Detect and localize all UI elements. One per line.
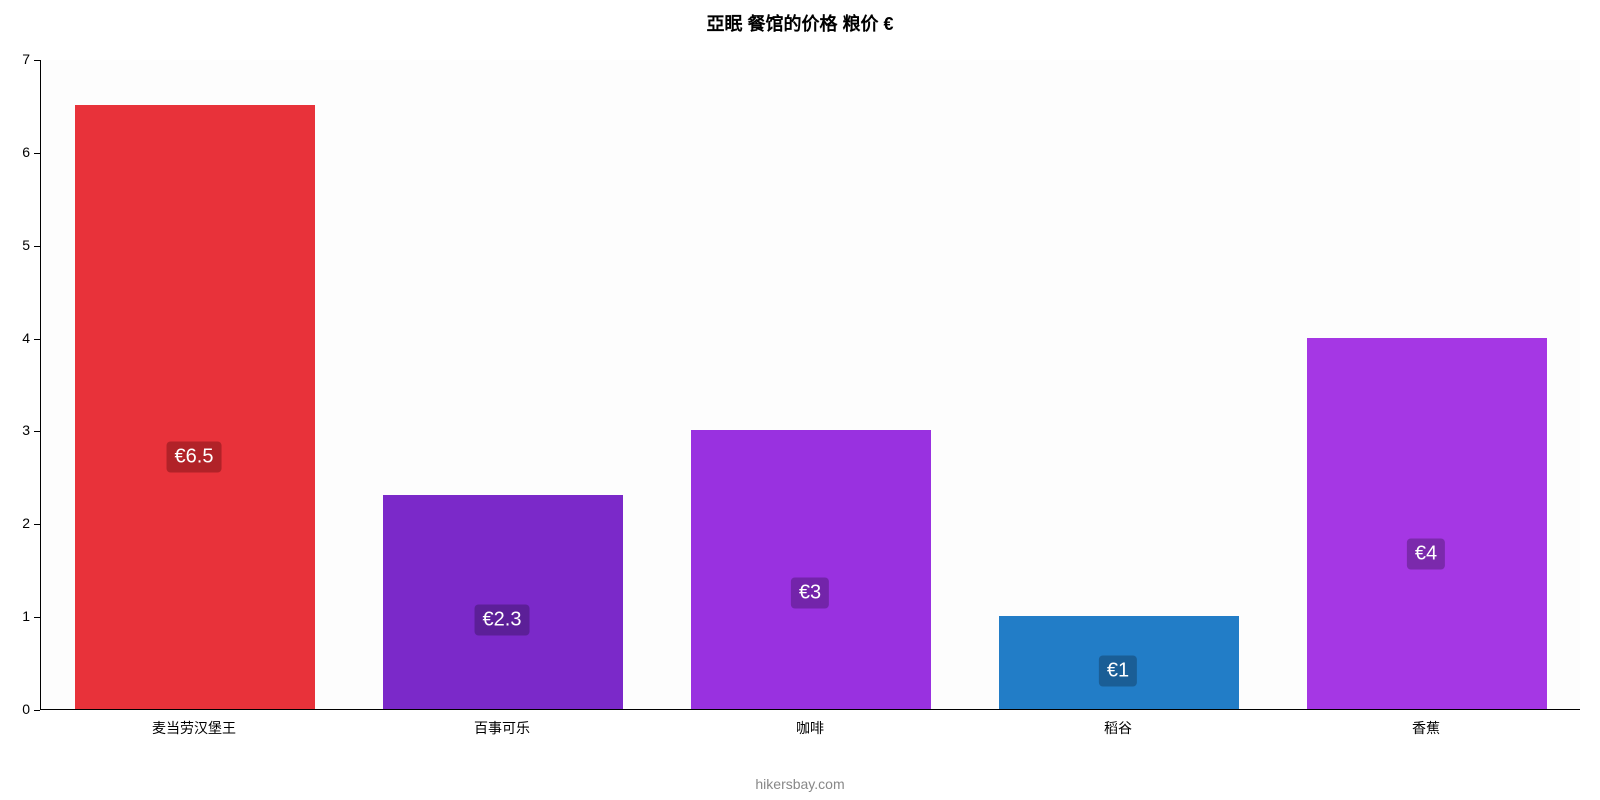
bar xyxy=(75,105,315,709)
y-tick-label: 6 xyxy=(0,144,30,160)
source-label: hikersbay.com xyxy=(0,776,1600,792)
y-tick-label: 3 xyxy=(0,422,30,438)
y-tick-mark xyxy=(34,153,40,154)
bar xyxy=(1307,338,1547,709)
x-tick-label: 咖啡 xyxy=(796,718,824,738)
y-tick-label: 7 xyxy=(0,51,30,67)
y-tick-label: 1 xyxy=(0,608,30,624)
bar-value-label: €6.5 xyxy=(167,441,222,472)
y-tick-mark xyxy=(34,60,40,61)
y-tick-mark xyxy=(34,617,40,618)
y-tick-label: 5 xyxy=(0,237,30,253)
bar-value-label: €2.3 xyxy=(475,605,530,636)
bar-value-label: €3 xyxy=(791,578,829,609)
bar-value-label: €1 xyxy=(1099,656,1137,687)
y-tick-label: 0 xyxy=(0,701,30,717)
x-tick-label: 香蕉 xyxy=(1412,718,1440,738)
y-tick-label: 2 xyxy=(0,515,30,531)
y-tick-mark xyxy=(34,339,40,340)
x-tick-label: 百事可乐 xyxy=(474,718,530,738)
bar xyxy=(383,495,623,709)
x-tick-label: 稻谷 xyxy=(1104,718,1132,738)
y-tick-mark xyxy=(34,431,40,432)
y-tick-mark xyxy=(34,710,40,711)
y-tick-mark xyxy=(34,246,40,247)
plot-area xyxy=(40,60,1580,710)
price-bar-chart: 亞眠 餐馆的价格 粮价 € hikersbay.com 0 1 2 3 4 5 6 7 €6.5… xyxy=(0,0,1600,800)
bar xyxy=(691,430,931,709)
y-tick-mark xyxy=(34,524,40,525)
y-tick-label: 4 xyxy=(0,330,30,346)
chart-title: 亞眠 餐馆的价格 粮价 € xyxy=(0,10,1600,36)
bar-value-label: €4 xyxy=(1407,539,1445,570)
x-tick-label: 麦当劳汉堡王 xyxy=(152,718,236,738)
